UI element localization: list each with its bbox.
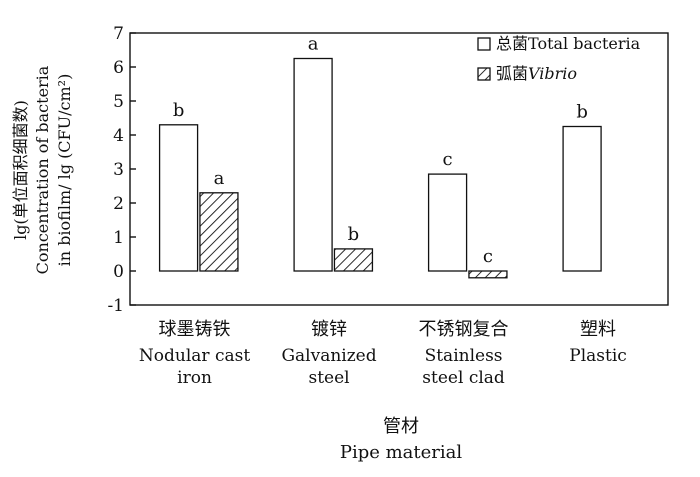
significance-label: a bbox=[214, 168, 225, 189]
y-axis-ticks: -1 0 1 2 3 4 5 6 7 bbox=[107, 24, 136, 316]
legend-swatch-vibrio bbox=[477, 67, 491, 81]
y-tick-label: -1 bbox=[107, 296, 124, 316]
category-label-en: steel clad bbox=[422, 368, 505, 388]
bar-vibrio bbox=[199, 192, 239, 272]
y-tick-label: 0 bbox=[113, 262, 124, 282]
bars bbox=[158, 57, 602, 279]
y-tick-label: 3 bbox=[113, 160, 124, 180]
category-label-zh: 球墨铸铁 bbox=[159, 319, 231, 340]
significance-label: b bbox=[348, 224, 360, 245]
bar-vibrio bbox=[468, 270, 508, 279]
category-label-zh: 不锈钢复合 bbox=[419, 319, 509, 340]
category-label-en: Plastic bbox=[569, 346, 627, 366]
legend-label-vibrio: 弧菌Vibrio bbox=[496, 64, 577, 83]
bar-total-bacteria bbox=[293, 57, 333, 272]
category-label-en: steel bbox=[308, 368, 349, 388]
y-tick-label: 2 bbox=[113, 194, 124, 214]
legend-label-total-bacteria: 总菌Total bacteria bbox=[496, 34, 641, 53]
category-label-en: Nodular cast bbox=[139, 346, 250, 366]
x-axis-title-zh: 管材 bbox=[383, 416, 419, 437]
x-axis-title-en: Pipe material bbox=[340, 442, 463, 463]
category-label-en: Galvanized bbox=[281, 346, 376, 366]
y-tick-label: 7 bbox=[113, 24, 124, 44]
y-axis-title-line-1: lg(单位面积细菌数) bbox=[11, 100, 30, 240]
y-axis-title-line-3: in biofilm/ lg (CFU/cm²) bbox=[55, 74, 74, 267]
significance-label: b bbox=[576, 102, 588, 123]
significance-label: a bbox=[308, 34, 319, 55]
y-axis-title: lg(单位面积细菌数) Concentration of bacteria in… bbox=[11, 65, 74, 274]
y-tick-label: 1 bbox=[113, 228, 124, 248]
significance-label: c bbox=[443, 149, 453, 170]
bar-total-bacteria bbox=[427, 173, 468, 272]
bar-total-bacteria bbox=[158, 124, 199, 272]
significance-label: b bbox=[173, 100, 185, 121]
bar-vibrio bbox=[333, 248, 374, 272]
legend-swatch-total-bacteria bbox=[477, 37, 491, 51]
y-tick-label: 5 bbox=[113, 92, 124, 112]
significance-label: c bbox=[483, 246, 493, 267]
y-tick-label: 4 bbox=[113, 126, 124, 146]
category-label-en: iron bbox=[177, 368, 212, 388]
bar-total-bacteria bbox=[562, 125, 602, 272]
bar-significance-labels: b a a b c c b bbox=[173, 34, 588, 268]
y-tick-label: 6 bbox=[113, 58, 124, 78]
category-label-zh: 镀锌 bbox=[311, 319, 347, 340]
category-label-zh: 塑料 bbox=[580, 319, 616, 340]
legend: 总菌Total bacteria 弧菌Vibrio bbox=[477, 34, 641, 83]
category-label-en: Stainless bbox=[425, 346, 503, 366]
y-axis-title-line-2: Concentration of bacteria bbox=[33, 65, 52, 274]
